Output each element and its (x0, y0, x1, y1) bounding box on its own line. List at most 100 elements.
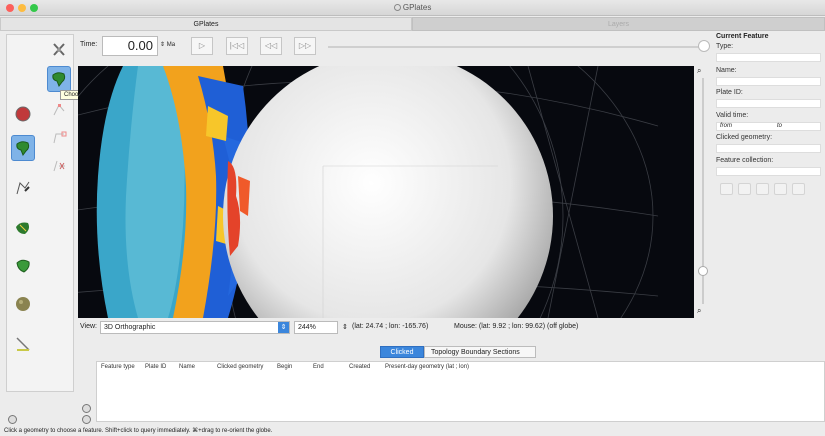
tool-right-4[interactable] (47, 125, 71, 151)
time-toolbar: Time: 0.00 ⇕ Ma ▷ |◁◁ ◁◁ ▷▷ (78, 34, 710, 60)
step-forward-icon: ▷▷ (298, 41, 312, 50)
camera-coordinates: (lat: 24.74 ; lon: -165.76) (352, 323, 429, 330)
column-header[interactable]: Created (349, 364, 371, 370)
zoom-knob[interactable] (698, 266, 708, 276)
query-feature-button[interactable] (720, 183, 733, 195)
rewind-to-start-icon: |◁◁ (229, 41, 245, 50)
status-bar: Click a geometry to choose a feature. Sh… (4, 428, 273, 434)
plate-id-field (716, 99, 821, 108)
panel-heading: Current Feature (716, 33, 769, 40)
valid-time-label: Valid time: (716, 112, 749, 119)
tool-left-2[interactable] (11, 135, 35, 161)
zoom-percent-input[interactable]: 244% (294, 321, 338, 334)
clicked-geometry-label: Clicked geometry: (716, 134, 773, 141)
edit-feature-button[interactable] (738, 183, 751, 195)
move-feature-button[interactable] (774, 183, 787, 195)
column-header[interactable]: Name (179, 364, 196, 370)
tool-left-4[interactable] (11, 215, 35, 241)
tool-left-3[interactable] (11, 175, 35, 201)
rewind-to-start-button[interactable]: |◁◁ (226, 37, 248, 55)
tab-bar: GPlates Layers (0, 17, 825, 31)
table-options-button[interactable] (82, 404, 91, 413)
column-header[interactable]: Present-day geometry (lat ; lon) (385, 364, 470, 370)
window-title: GPlates (0, 3, 825, 12)
close-window-button[interactable] (6, 4, 14, 12)
digitise-icon (16, 181, 30, 195)
to-label: to (777, 123, 783, 129)
clone-feature-button[interactable] (756, 183, 769, 195)
zoom-out-icon[interactable]: ⌕ (697, 306, 702, 315)
projection-select[interactable]: 3D Orthographic ⇕ (100, 321, 290, 334)
title-bar: GPlates (0, 0, 825, 16)
play-icon: ▷ (198, 41, 206, 50)
zoom-in-icon[interactable]: ⌕ (697, 66, 702, 75)
time-unit: ⇕ Ma (160, 42, 176, 48)
mouse-coordinates: Mouse: (lat: 9.92 ; lon: 99.62) (off glo… (454, 323, 579, 330)
time-slider-knob[interactable] (698, 40, 710, 52)
choose-feature-tool[interactable] (47, 66, 71, 92)
tool-left-6[interactable] (11, 291, 35, 317)
view-bar: View: 3D Orthographic ⇕ 244% ⇕ (lat: 24.… (78, 320, 708, 336)
column-header[interactable]: Feature type (101, 364, 135, 370)
table-clear-button[interactable] (82, 415, 91, 424)
name-field (716, 77, 821, 86)
column-header[interactable]: Clicked geometry (217, 364, 264, 370)
feature-collection-label: Feature collection: (716, 157, 774, 164)
time-slider-track[interactable] (328, 46, 704, 48)
chevron-down-icon: ⇕ (278, 322, 289, 333)
small-circle-icon (16, 297, 30, 311)
measure-distance-icon (16, 337, 30, 351)
feature-collection-field (716, 167, 821, 176)
time-input[interactable]: 0.00 (102, 36, 158, 56)
current-feature-panel: Current Feature Type: Name: Plate ID: Va… (712, 31, 825, 321)
tab-clicked[interactable]: Clicked (380, 346, 424, 358)
tool-right-3[interactable] (47, 97, 71, 123)
delete-feature-button[interactable] (792, 183, 805, 195)
minimize-window-button[interactable] (18, 4, 26, 12)
palette-options-button[interactable] (8, 415, 17, 424)
time-spinner-icon[interactable]: ⇕ (160, 42, 166, 48)
name-label: Name: (716, 67, 737, 74)
insert-vertex-icon (53, 131, 67, 144)
choose-feature-icon (52, 72, 66, 88)
split-feature-icon (53, 160, 65, 172)
tool-left-7[interactable] (11, 331, 35, 357)
type-field (716, 53, 821, 62)
globe-canvas[interactable] (78, 66, 694, 318)
clicked-geometry-field (716, 144, 821, 153)
tool-right-5[interactable] (47, 153, 71, 179)
tool-left-1[interactable] (11, 101, 35, 127)
step-back-icon: ◁◁ (264, 41, 278, 50)
tab-topology-boundary-sections[interactable]: Topology Boundary Sections (424, 346, 536, 358)
step-forward-button[interactable]: ▷▷ (294, 37, 316, 55)
type-label: Type: (716, 43, 734, 50)
valid-time-field: from to (716, 122, 821, 131)
globe-render (78, 66, 659, 318)
from-label: from (720, 123, 732, 129)
hand-drag-icon (53, 43, 65, 56)
drag-globe-tool[interactable] (47, 37, 71, 63)
pole-manipulation-icon (16, 259, 30, 273)
clicked-features-table[interactable]: Feature type Plate ID Name Clicked geome… (96, 361, 825, 422)
app-icon (393, 4, 401, 11)
zoom-window-button[interactable] (30, 4, 38, 12)
zoom-spinner-icon[interactable]: ⇕ (342, 324, 348, 331)
feature-inspection-icon (16, 141, 30, 157)
zoom-slider[interactable]: ⌕ ⌕ (696, 66, 710, 318)
move-vertex-icon (53, 104, 65, 116)
play-button[interactable]: ▷ (191, 37, 213, 55)
column-header[interactable]: Begin (277, 364, 293, 370)
column-header[interactable]: Plate ID (145, 364, 167, 370)
globe-reconstruct-icon (15, 106, 31, 122)
step-back-button[interactable]: ◁◁ (260, 37, 282, 55)
plate-id-label: Plate ID: (716, 89, 743, 96)
tool-left-5[interactable] (11, 253, 35, 279)
zoom-track[interactable] (702, 78, 704, 304)
tool-palette (6, 34, 74, 424)
view-label: View: (80, 323, 97, 330)
time-label: Time: (80, 41, 98, 48)
tab-layers[interactable]: Layers (412, 17, 825, 31)
column-header[interactable]: End (313, 364, 324, 370)
tab-gplates[interactable]: GPlates (0, 17, 412, 31)
topology-icon (16, 222, 29, 234)
